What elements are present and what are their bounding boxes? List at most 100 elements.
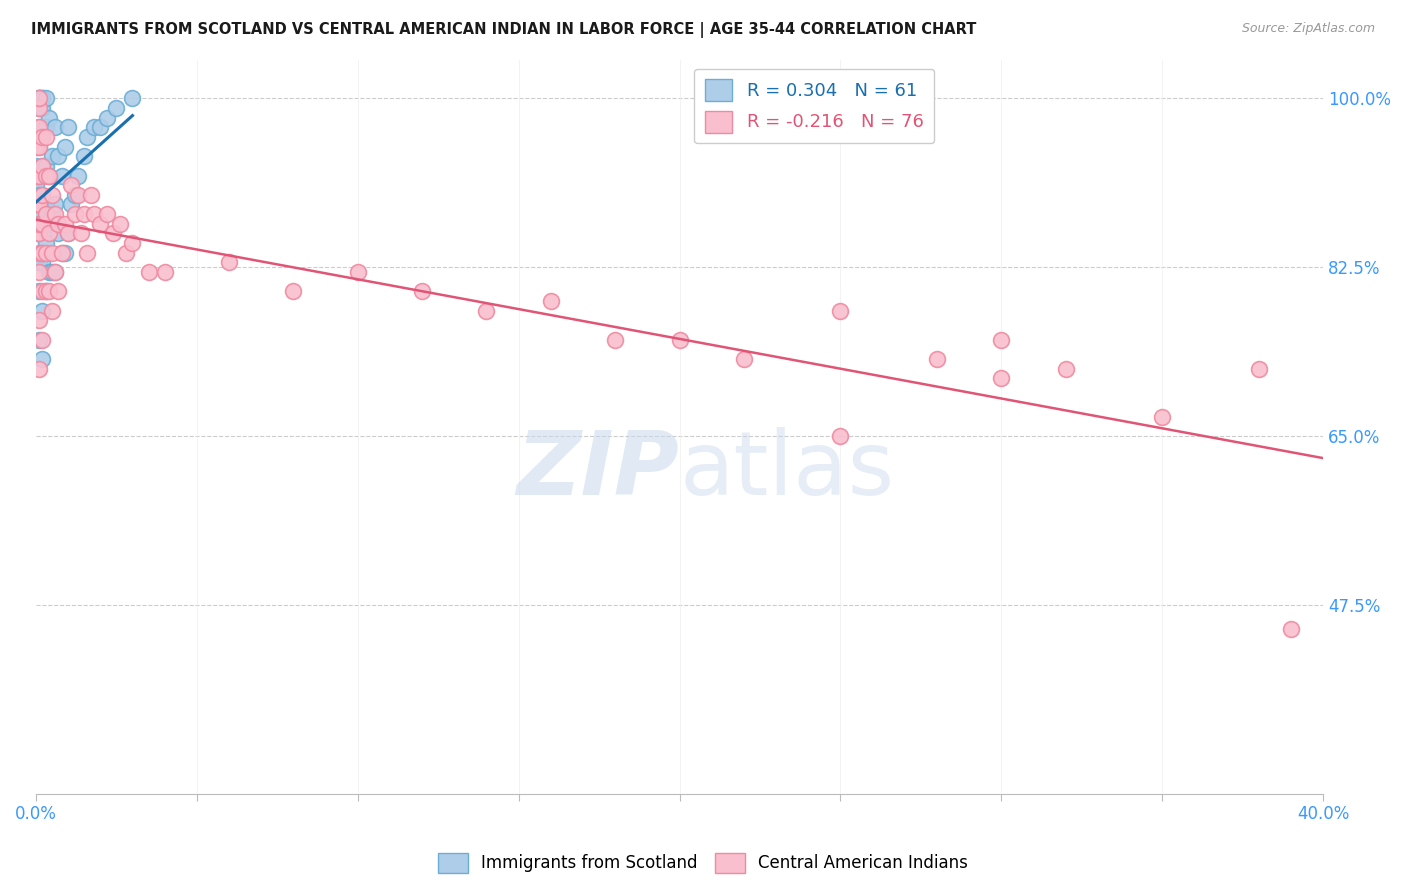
Point xyxy=(31,159,53,173)
Point xyxy=(138,265,160,279)
Point xyxy=(28,91,51,105)
Point xyxy=(34,120,56,135)
Point xyxy=(41,149,63,163)
Point xyxy=(28,207,51,221)
Point xyxy=(31,187,53,202)
Point xyxy=(28,101,51,115)
Point xyxy=(28,245,51,260)
Point xyxy=(28,227,51,241)
Point xyxy=(34,285,56,299)
Point xyxy=(28,227,51,241)
Point xyxy=(51,245,73,260)
Point xyxy=(41,303,63,318)
Point xyxy=(44,197,66,211)
Point xyxy=(41,265,63,279)
Point xyxy=(31,101,53,115)
Point xyxy=(25,139,48,153)
Point xyxy=(28,361,51,376)
Point xyxy=(53,139,76,153)
Legend: Immigrants from Scotland, Central American Indians: Immigrants from Scotland, Central Americ… xyxy=(432,847,974,880)
Point xyxy=(28,139,51,153)
Point xyxy=(38,217,60,231)
Point xyxy=(34,207,56,221)
Point xyxy=(89,217,111,231)
Point xyxy=(66,169,89,183)
Legend: R = 0.304   N = 61, R = -0.216   N = 76: R = 0.304 N = 61, R = -0.216 N = 76 xyxy=(695,69,935,144)
Point xyxy=(31,285,53,299)
Point xyxy=(990,371,1012,385)
Point xyxy=(28,91,51,105)
Point xyxy=(48,149,70,163)
Point xyxy=(34,285,56,299)
Point xyxy=(53,217,76,231)
Point xyxy=(31,245,53,260)
Point xyxy=(540,294,562,309)
Point xyxy=(34,159,56,173)
Point xyxy=(31,129,53,144)
Point xyxy=(25,227,48,241)
Text: Source: ZipAtlas.com: Source: ZipAtlas.com xyxy=(1241,22,1375,36)
Point xyxy=(53,245,76,260)
Point xyxy=(108,217,131,231)
Point xyxy=(28,101,51,115)
Point xyxy=(70,227,93,241)
Point xyxy=(31,129,53,144)
Point xyxy=(31,217,53,231)
Point xyxy=(38,265,60,279)
Point xyxy=(44,207,66,221)
Point xyxy=(31,351,53,366)
Point xyxy=(31,91,53,105)
Point xyxy=(31,187,53,202)
Point xyxy=(346,265,368,279)
Text: atlas: atlas xyxy=(679,427,894,514)
Point xyxy=(83,207,105,221)
Point xyxy=(28,91,51,105)
Point xyxy=(830,303,852,318)
Point xyxy=(28,313,51,327)
Point xyxy=(60,178,83,193)
Point xyxy=(28,217,51,231)
Point xyxy=(1054,361,1077,376)
Point xyxy=(31,333,53,347)
Point xyxy=(51,169,73,183)
Point xyxy=(153,265,176,279)
Point xyxy=(605,333,627,347)
Point xyxy=(990,333,1012,347)
Point xyxy=(25,207,48,221)
Point xyxy=(925,351,948,366)
Point xyxy=(28,187,51,202)
Point xyxy=(79,187,101,202)
Point xyxy=(668,333,690,347)
Point xyxy=(411,285,433,299)
Point xyxy=(41,207,63,221)
Point xyxy=(475,303,498,318)
Point xyxy=(38,169,60,183)
Point xyxy=(83,120,105,135)
Point xyxy=(105,101,128,115)
Point xyxy=(66,187,89,202)
Point xyxy=(115,245,138,260)
Point xyxy=(44,265,66,279)
Point xyxy=(25,169,48,183)
Point xyxy=(28,255,51,269)
Point xyxy=(28,333,51,347)
Point xyxy=(28,120,51,135)
Point xyxy=(56,120,79,135)
Point xyxy=(41,245,63,260)
Point xyxy=(34,245,56,260)
Point xyxy=(38,285,60,299)
Point xyxy=(73,149,96,163)
Point xyxy=(48,285,70,299)
Point xyxy=(31,217,53,231)
Text: ZIP: ZIP xyxy=(517,427,679,514)
Point xyxy=(1152,409,1174,424)
Point xyxy=(31,255,53,269)
Point xyxy=(38,227,60,241)
Point xyxy=(25,159,48,173)
Point xyxy=(63,207,86,221)
Point xyxy=(1279,623,1302,637)
Point xyxy=(28,265,51,279)
Point xyxy=(31,159,53,173)
Point xyxy=(25,197,48,211)
Point xyxy=(1247,361,1270,376)
